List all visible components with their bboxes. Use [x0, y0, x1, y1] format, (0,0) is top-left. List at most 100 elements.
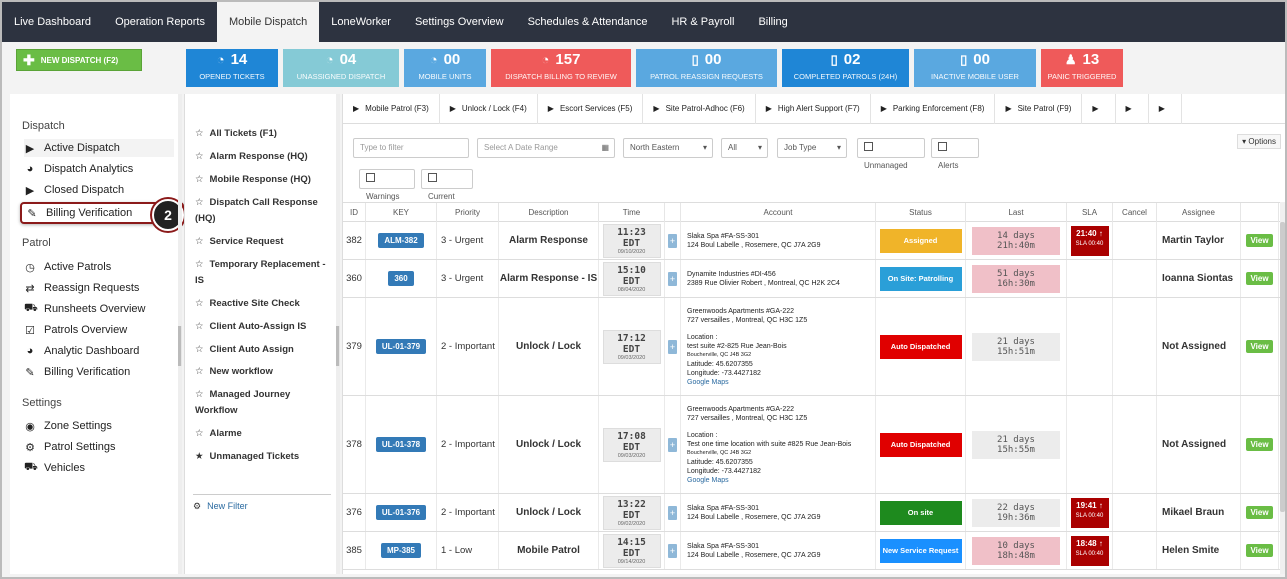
sidebar-item-runsheets-overview[interactable]: ⛟ Runsheets Overview [24, 302, 146, 315]
column-header[interactable]: SLA [1067, 203, 1113, 223]
nav-tab[interactable]: Schedules & Attendance [527, 16, 648, 28]
sidebar-item-vehicles[interactable]: ⛟ Vehicles [24, 461, 85, 474]
stat-tile[interactable]: ▯ 00 INACTIVE MOBILE USER [914, 49, 1036, 87]
column-header[interactable]: ID [343, 203, 366, 223]
nav-tab[interactable]: Mobile Dispatch [216, 2, 320, 42]
table-row[interactable]: 376 UL-01-376 2 - Important Unlock / Lock 13… [343, 494, 1285, 532]
nav-tab[interactable]: Operation Reports [115, 16, 205, 28]
job-tab[interactable]: ▶ Site Patrol (F9) [995, 94, 1083, 124]
filter-item[interactable]: ☆ Service Request [195, 236, 284, 247]
stat-tile[interactable]: ▯ 02 COMPLETED PATROLS (24H) [782, 49, 909, 87]
view-button[interactable]: View [1246, 506, 1273, 519]
filter-item[interactable]: ☆ Alarme [195, 428, 242, 439]
view-button[interactable]: View [1246, 544, 1273, 557]
new-dispatch-button[interactable]: ✚ NEW DISPATCH (F2) [16, 49, 142, 71]
column-header[interactable]: Time [599, 203, 665, 223]
table-row[interactable]: 378 UL-01-378 2 - Important Unlock / Lock 17… [343, 396, 1285, 494]
sidebar-item-zone-settings[interactable]: ◉ Zone Settings [25, 420, 112, 433]
filters-scrollbar-thumb[interactable] [336, 326, 340, 366]
ticket-key-badge[interactable]: MP-385 [380, 543, 421, 558]
sidebar-item-dispatch-analytics[interactable]: ◕ Dispatch Analytics [24, 160, 174, 178]
filter-item[interactable]: ☆ Client Auto Assign [195, 344, 294, 355]
column-header[interactable]: Account [681, 203, 876, 223]
job-tab[interactable]: ▶ High Alert Support (F7) [756, 94, 871, 124]
filter-item[interactable]: ☆ Mobile Response (HQ) [195, 174, 311, 185]
nav-tab[interactable]: LoneWorker [331, 16, 391, 28]
table-row[interactable]: 385 MP-385 1 - Low Mobile Patrol 14:15 EDT 09… [343, 532, 1285, 570]
sidebar-item-reassign-requests[interactable]: ⇄ Reassign Requests [25, 282, 140, 295]
table-scrollbar-thumb[interactable] [1280, 222, 1285, 512]
column-header[interactable]: KEY [366, 203, 437, 223]
sidebar-item-patrol-billing-verification[interactable]: ✎ Billing Verification [25, 366, 131, 379]
column-header[interactable]: Last [966, 203, 1067, 223]
date-range-picker[interactable]: Select A Date Range ▦ [477, 138, 615, 158]
filter-item[interactable]: ☆ Client Auto-Assign IS [195, 321, 307, 332]
filter-item[interactable]: ★ Unmanaged Tickets [195, 451, 300, 462]
job-type-select[interactable]: Job Type ▾ [777, 138, 847, 158]
current-checkbox[interactable]: Current [421, 169, 473, 201]
filter-input[interactable]: Type to filter [353, 138, 469, 158]
warnings-checkbox[interactable]: Warnings [359, 169, 415, 201]
region-select[interactable]: North Eastern ▾ [623, 138, 713, 158]
ticket-key-badge[interactable]: UL-01-379 [375, 339, 427, 354]
stat-tile[interactable]: ▯ 00 PATROL REASSIGN REQUESTS [636, 49, 777, 87]
job-tab[interactable]: ▶ Parking Enforcement (F8) [871, 94, 996, 124]
stat-tile[interactable]: ◔ 157 DISPATCH BILLING TO REVIEW [491, 49, 631, 87]
table-row[interactable]: 379 UL-01-379 2 - Important Unlock / Lock 17… [343, 298, 1285, 396]
sidebar-item-patrols-overview[interactable]: ☑ Patrols Overview [25, 324, 128, 337]
expand-button[interactable]: + [668, 437, 677, 452]
sidebar-item-billing-verification[interactable]: ✎ Billing Verification [20, 202, 184, 224]
filter-item[interactable]: ☆ Managed Journey Workflow [195, 389, 291, 416]
view-button[interactable]: View [1246, 438, 1273, 451]
table-scrollbar[interactable] [1280, 202, 1285, 574]
table-row[interactable]: 382 ALM-382 3 - Urgent Alarm Response 11:23 … [343, 222, 1285, 260]
column-header[interactable]: Priority [437, 203, 499, 223]
sidebar-scrollbar[interactable] [178, 94, 182, 574]
column-header[interactable]: Description [499, 203, 599, 223]
filter-item[interactable]: ☆ Dispatch Call Response (HQ) [195, 197, 318, 224]
job-tab[interactable]: ▶ Site Patrol-Adhoc (F6) [643, 94, 756, 124]
unmanaged-checkbox[interactable]: Unmanaged [857, 138, 925, 170]
job-tab[interactable]: ▶ [1116, 94, 1149, 124]
stat-tile[interactable]: ◔ 14 OPENED TICKETS [186, 49, 278, 87]
view-button[interactable]: View [1246, 234, 1273, 247]
filter-item[interactable]: ☆ Alarm Response (HQ) [195, 151, 308, 162]
new-filter-link[interactable]: ⚙ New Filter [193, 494, 331, 512]
options-dropdown[interactable]: ▾ Options [1237, 134, 1281, 149]
table-row[interactable]: 360 360 3 - Urgent Alarm Response - IS 15:10… [343, 260, 1285, 298]
ticket-key-badge[interactable]: 360 [388, 271, 414, 286]
alerts-checkbox[interactable]: Alerts [931, 138, 979, 170]
sidebar-scrollbar-thumb[interactable] [178, 326, 182, 366]
nav-tab[interactable]: Billing [758, 16, 788, 28]
filter-item[interactable]: ☆ Reactive Site Check [195, 298, 300, 309]
nav-tab[interactable]: Live Dashboard [14, 16, 92, 28]
sidebar-item-active-patrols[interactable]: ◷ Active Patrols [25, 261, 112, 274]
sidebar-item-patrol-settings[interactable]: ⚙ Patrol Settings [25, 441, 116, 454]
job-tab[interactable]: ▶ [1082, 94, 1116, 124]
job-tab[interactable]: ▶ Escort Services (F5) [538, 94, 644, 124]
view-button[interactable]: View [1246, 340, 1273, 353]
view-button[interactable]: View [1246, 272, 1273, 285]
column-header[interactable]: Assignee [1157, 203, 1241, 223]
ticket-key-badge[interactable]: UL-01-376 [375, 505, 427, 520]
stat-tile[interactable]: ♟ 13 PANIC TRIGGERED [1041, 49, 1123, 87]
stat-tile[interactable]: ◔ 00 MOBILE UNITS [404, 49, 486, 87]
google-maps-link[interactable]: Google Maps [687, 378, 729, 386]
ticket-key-badge[interactable]: UL-01-378 [375, 437, 427, 452]
google-maps-link[interactable]: Google Maps [687, 476, 729, 484]
ticket-key-badge[interactable]: ALM-382 [378, 233, 424, 248]
filter-item[interactable]: ☆ All Tickets (F1) [195, 128, 277, 139]
nav-tab[interactable]: HR & Payroll [671, 16, 735, 28]
sidebar-item-active-dispatch[interactable]: ▶ Active Dispatch [24, 139, 174, 157]
expand-button[interactable]: + [668, 543, 677, 558]
sidebar-item-closed-dispatch[interactable]: ▶ Closed Dispatch [25, 184, 125, 197]
filter-item[interactable]: ☆ New workflow [195, 366, 273, 377]
sidebar-item-analytic-dashboard[interactable]: ◕ Analytic Dashboard [24, 342, 174, 360]
nav-tab[interactable]: Settings Overview [414, 16, 504, 28]
column-header[interactable]: Status [876, 203, 966, 223]
expand-button[interactable]: + [668, 271, 677, 286]
filters-scrollbar[interactable] [336, 94, 340, 574]
all-select[interactable]: All ▾ [721, 138, 768, 158]
filter-item[interactable]: ☆ Temporary Replacement - IS [195, 259, 326, 286]
expand-button[interactable]: + [668, 233, 677, 248]
